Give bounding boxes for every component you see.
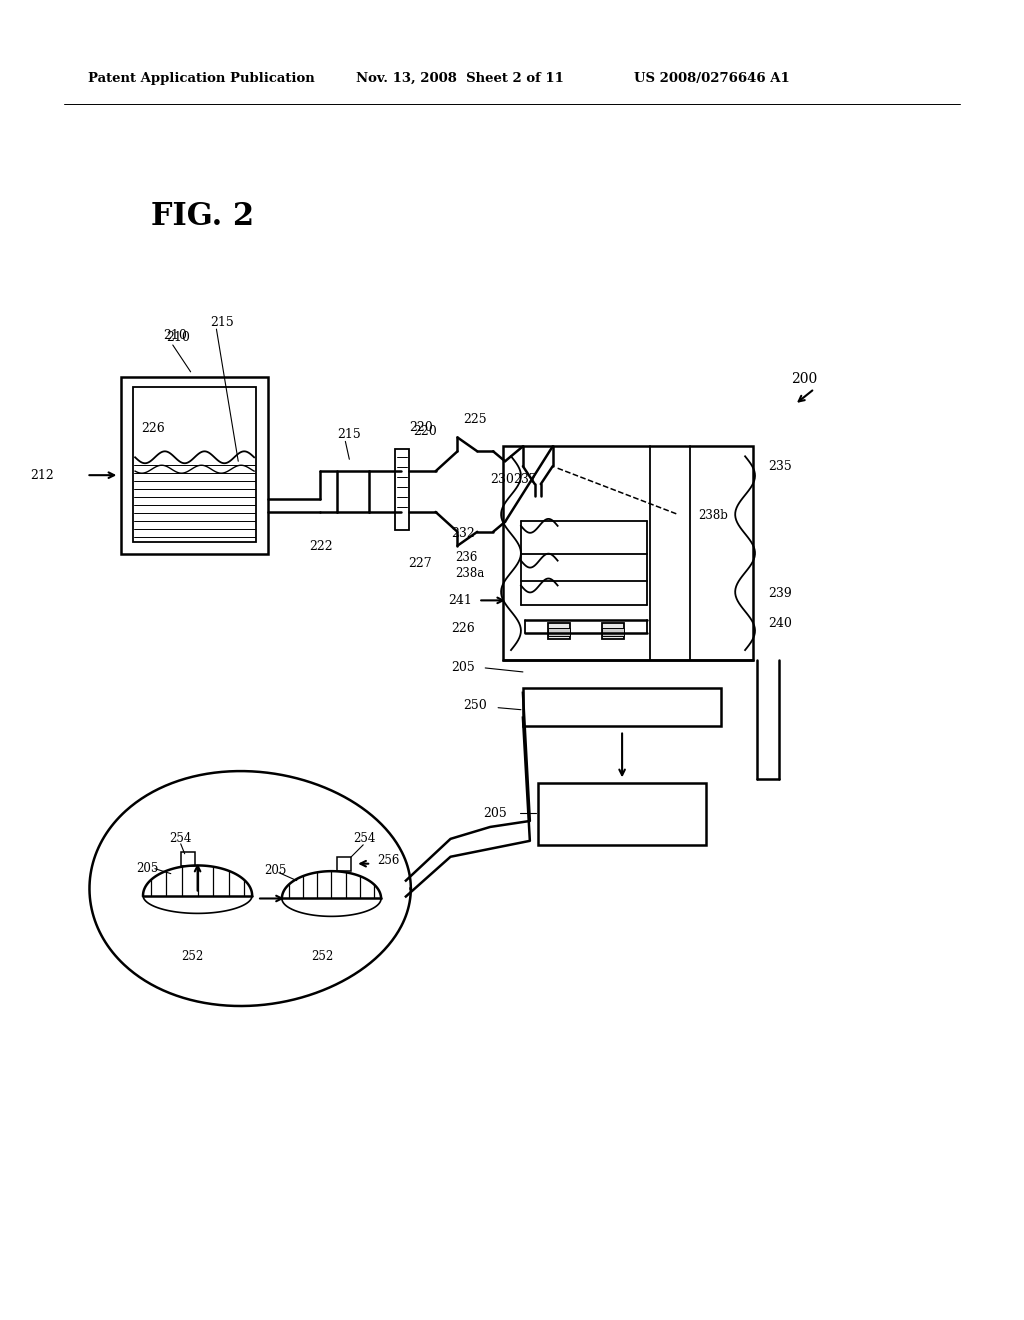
Text: 220: 220 [409, 421, 432, 434]
Text: 235: 235 [768, 459, 792, 473]
Text: 205: 205 [452, 661, 475, 675]
Text: 240: 240 [768, 616, 792, 630]
Text: 210: 210 [166, 330, 189, 343]
Bar [523, 688, 721, 726]
Text: 236: 236 [456, 552, 478, 564]
Bar [538, 783, 707, 845]
Bar [548, 623, 569, 639]
Text: 230: 230 [490, 473, 514, 486]
Text: 226: 226 [452, 622, 475, 635]
Text: US 2008/0276646 A1: US 2008/0276646 A1 [634, 71, 790, 84]
Text: 252: 252 [180, 949, 203, 962]
Text: 239: 239 [768, 587, 792, 599]
Bar [548, 628, 569, 636]
Bar [602, 623, 624, 639]
Bar [395, 449, 409, 529]
Text: 238a: 238a [456, 568, 484, 579]
Text: 232: 232 [452, 527, 475, 540]
Text: 241: 241 [449, 594, 472, 607]
Text: 222: 222 [309, 540, 333, 553]
Text: 225: 225 [464, 413, 487, 426]
Text: 238b: 238b [698, 510, 728, 523]
Text: Nov. 13, 2008  Sheet 2 of 11: Nov. 13, 2008 Sheet 2 of 11 [356, 71, 564, 84]
Bar [503, 446, 753, 660]
Bar [180, 851, 195, 866]
Bar [121, 376, 268, 553]
Text: 220: 220 [413, 425, 436, 438]
Text: 256: 256 [377, 854, 399, 867]
Bar [133, 387, 256, 541]
Text: 215: 215 [211, 315, 234, 329]
Bar [602, 628, 624, 636]
Text: 210: 210 [163, 329, 186, 342]
Text: 205: 205 [136, 862, 159, 875]
Text: 254: 254 [169, 833, 191, 845]
Text: 226: 226 [141, 422, 165, 436]
Text: 200: 200 [791, 372, 817, 385]
Text: 212: 212 [30, 469, 53, 482]
Text: 205: 205 [264, 865, 287, 878]
Text: 215: 215 [338, 428, 361, 441]
Text: 250: 250 [464, 700, 487, 713]
Text: 237: 237 [513, 473, 537, 486]
Bar [338, 857, 351, 871]
Text: 254: 254 [353, 833, 376, 845]
Text: Patent Application Publication: Patent Application Publication [88, 71, 315, 84]
Text: FIG. 2: FIG. 2 [151, 201, 254, 232]
Text: 227: 227 [408, 557, 431, 570]
Text: 252: 252 [311, 949, 334, 962]
Text: 205: 205 [483, 807, 507, 820]
